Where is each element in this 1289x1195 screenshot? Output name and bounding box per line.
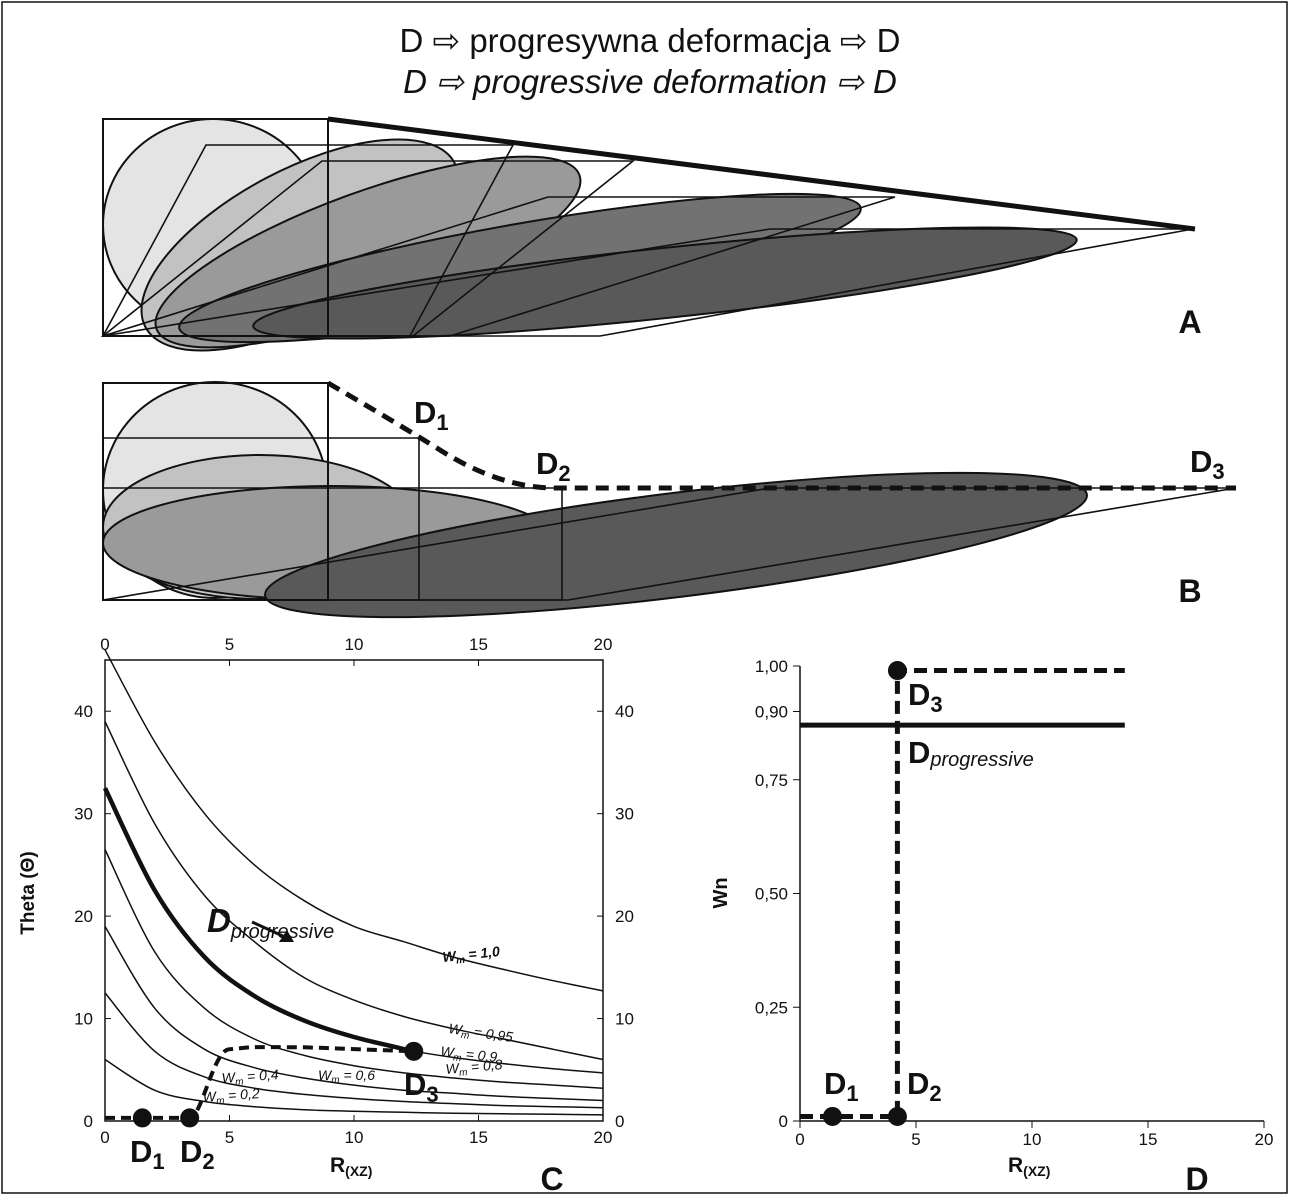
point-d3-d <box>887 661 907 681</box>
label-b-d2: D2 <box>536 446 571 486</box>
panel-label-b: B <box>1178 573 1201 609</box>
y-tick-label: 20 <box>74 907 93 926</box>
chart-d-xlabel: R(XZ) <box>1008 1154 1050 1179</box>
x-tick-label-top: 15 <box>469 635 488 654</box>
curve-label-wm-0-4: Wm = 0,4 <box>221 1066 279 1089</box>
label-d-d2: D2 <box>907 1066 942 1106</box>
ellipse-a5 <box>252 226 1078 340</box>
dprogressive-label-d: Dprogressive <box>908 735 1034 771</box>
curve-label-wm-0-2: Wm = 0,2 <box>202 1085 260 1108</box>
panel-a <box>100 116 1196 352</box>
panel-label-d: D <box>1185 1161 1208 1195</box>
deformation-path-c <box>105 1045 414 1120</box>
x-tick-label: 5 <box>911 1130 920 1149</box>
y-tick-label: 0,50 <box>755 885 788 904</box>
point-d1-c <box>132 1108 152 1128</box>
series-line-wm-0-6 <box>104 926 604 1102</box>
title-english: D ⇨ progressive deformation ⇨ D <box>403 63 897 100</box>
series-line-wm-0-8 <box>104 849 604 1089</box>
y-tick-label-right: 40 <box>615 702 634 721</box>
x-tick-label: 20 <box>594 1128 613 1147</box>
y-tick-label: 0,75 <box>755 771 788 790</box>
series-line-wm-0-2 <box>104 1058 604 1116</box>
y-tick-label: 0 <box>84 1112 93 1131</box>
series-line-dprogressive <box>102 787 415 1054</box>
curve-label-wm-0-95: Wm = 0,95 <box>447 1020 514 1048</box>
dprogressive-label-c: Dprogressive <box>207 902 334 943</box>
x-tick-label-top: 0 <box>100 635 109 654</box>
label-c-d2: D2 <box>180 1134 215 1174</box>
point-d1-d <box>822 1106 842 1126</box>
y-tick-label: 30 <box>74 805 93 824</box>
progressive-path-a <box>327 116 1196 232</box>
y-tick-label: 10 <box>74 1010 93 1029</box>
panel-label-a: A <box>1178 304 1201 340</box>
point-d2-d <box>887 1106 907 1126</box>
chart-c-frame <box>104 659 604 1122</box>
y-tick-label: 40 <box>74 702 93 721</box>
x-tick-label-top: 10 <box>345 635 364 654</box>
x-tick-label: 20 <box>1255 1130 1274 1149</box>
dprogressive-arrow-head <box>279 930 294 942</box>
chart-d-ylabel: Wn <box>710 877 732 908</box>
y-tick-label: 1,00 <box>755 657 788 676</box>
curve-label-wm-1-0: Wm = 1,0 <box>442 943 501 968</box>
label-b-d3: D3 <box>1190 444 1225 484</box>
x-tick-label: 10 <box>1023 1130 1042 1149</box>
x-tick-label: 15 <box>469 1128 488 1147</box>
series-line-wm-0-4 <box>104 992 604 1109</box>
ellipse-b4 <box>264 471 1088 619</box>
x-tick-label-top: 5 <box>225 635 234 654</box>
dprogressive-arrow-shaft <box>251 920 286 939</box>
curve-label-wm-0-9: Wm = 0,9 <box>439 1043 498 1068</box>
series-line-wm-1-0 <box>104 649 604 992</box>
x-tick-label: 10 <box>345 1128 364 1147</box>
chart-c-ylabel: Theta (Θ) <box>18 851 39 934</box>
x-tick-label: 5 <box>225 1128 234 1147</box>
panel-b <box>102 380 1237 619</box>
label-c-d3: D3 <box>404 1067 439 1107</box>
title-polish: D ⇨ progresywna deformacja ⇨ D <box>400 22 901 59</box>
label-c-d1: D1 <box>130 1134 165 1174</box>
panel-label-c: C <box>540 1161 563 1195</box>
y-tick-label: 0 <box>779 1112 788 1131</box>
chart-d: 0 5 10 15 20 0 0,25 0,50 0,75 0,90 1,00 <box>755 657 1274 1149</box>
chart-c-xlabel: R(XZ) <box>330 1154 372 1179</box>
label-d-d1: D1 <box>824 1066 859 1106</box>
x-tick-label: 0 <box>795 1130 804 1149</box>
y-tick-label-right: 10 <box>615 1010 634 1029</box>
y-tick-label: 0,90 <box>755 703 788 722</box>
series-line-wm-0-95 <box>104 721 604 1061</box>
curve-label-wm-0-8: Wm = 0,8 <box>445 1056 504 1080</box>
progressive-path-b <box>326 380 1236 491</box>
point-d3-c <box>404 1041 424 1061</box>
x-tick-label: 15 <box>1139 1130 1158 1149</box>
curve-label-wm-0-6: Wm = 0,6 <box>318 1067 375 1086</box>
y-tick-label-right: 30 <box>615 805 634 824</box>
point-d2-c <box>180 1108 200 1128</box>
x-tick-label: 0 <box>100 1128 109 1147</box>
label-b-d1: D1 <box>414 395 449 435</box>
deformation-path-d <box>800 668 1125 1119</box>
y-tick-label: 0,25 <box>755 998 788 1017</box>
label-d-d3: D3 <box>908 677 943 717</box>
y-tick-label-right: 0 <box>615 1112 624 1131</box>
x-tick-label-top: 20 <box>594 635 613 654</box>
y-tick-label-right: 20 <box>615 907 634 926</box>
